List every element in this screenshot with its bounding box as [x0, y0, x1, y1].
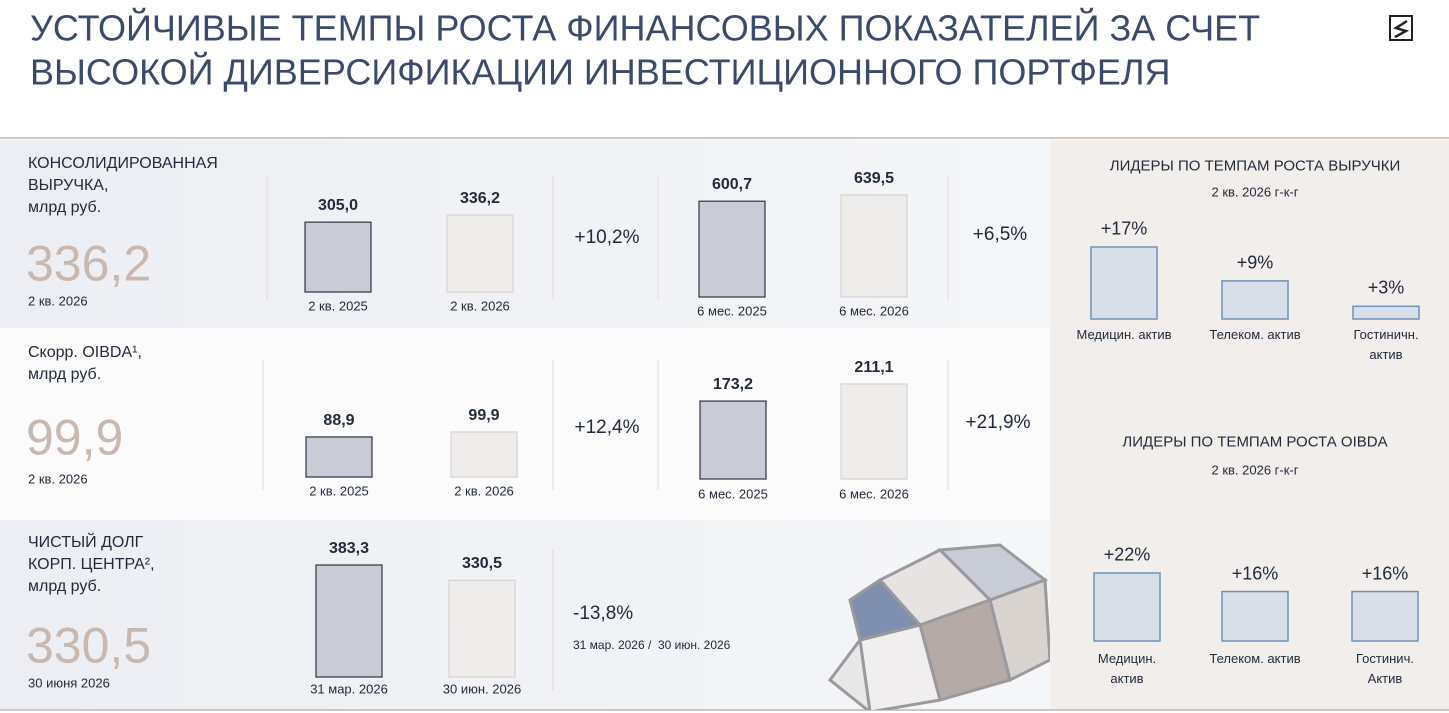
leaders-title: ЛИДЕРЫ ПО ТЕМПАМ РОСТА OIBDA [1122, 433, 1388, 451]
bar-value-label: 99,9 [468, 406, 500, 424]
metric-label: Скорр. OIBDA¹, [28, 343, 142, 361]
change-label: -13,8% [573, 603, 634, 625]
bar [450, 431, 518, 478]
bar [448, 579, 516, 678]
change-label: +21,9% [965, 412, 1031, 434]
metric-period: 2 кв. 2026 [28, 471, 88, 487]
bar-category-label: 30 июн. 2026 [442, 681, 522, 697]
bar [840, 194, 908, 298]
bar [1093, 572, 1161, 642]
metric-period: 2 кв. 2026 [28, 293, 88, 309]
bar-category-label: 6 мес. 2025 [698, 486, 768, 502]
bar-category-label: 6 мес. 2026 [839, 486, 909, 502]
bar-value-label: +16% [1361, 563, 1409, 584]
bar-value-label: 88,9 [323, 411, 355, 429]
metric-value: 336,2 [26, 235, 152, 292]
bar-value-label: +16% [1231, 563, 1279, 584]
bar [1221, 280, 1289, 320]
bar [305, 436, 373, 478]
bar-value-label: 639,5 [853, 169, 895, 187]
metric-value: 99,9 [26, 409, 124, 466]
bar-value-label: 383,3 [328, 539, 370, 557]
bar-category-label: 2 кв. 2025 [309, 483, 369, 499]
bar [315, 564, 383, 678]
bar-value-label: +9% [1236, 252, 1274, 273]
change-label: +10,2% [574, 227, 640, 249]
bar-category-label: Гостинич. Актив [1356, 651, 1414, 686]
bar-value-label: +3% [1367, 277, 1405, 298]
bar-value-label: 173,2 [712, 375, 754, 393]
bar-value-label: +17% [1100, 218, 1148, 239]
bar-category-label: Телеком. актив [1209, 651, 1301, 666]
bar [1221, 590, 1289, 642]
metric-label: млрд руб. [28, 198, 102, 216]
sphere-decoration [827, 543, 1050, 710]
metric-period: 30 июня 2026 [28, 675, 110, 691]
bar-category-label: 6 мес. 2025 [697, 303, 767, 319]
metric-label: КОРП. ЦЕНТРА², [28, 555, 155, 573]
bar-category-label: Медицин. актив [1097, 651, 1157, 686]
metric-label: млрд руб. [28, 577, 102, 595]
metric-label: ЧИСТЫЙ ДОЛГ [28, 533, 144, 551]
change-note: 31 мар. 2026 / 30 июн. 2026 [573, 638, 731, 653]
bar [840, 383, 908, 480]
bar-category-label: 2 кв. 2025 [308, 298, 368, 314]
title-line: УСТОЙЧИВЫЕ ТЕМПЫ РОСТА ФИНАНСОВЫХ ПОКАЗА… [30, 7, 1261, 49]
bar-category-label: Гостиничн. актив [1353, 327, 1419, 362]
metric-label: КОНСОЛИДИРОВАННАЯ [28, 154, 218, 172]
bar [304, 221, 372, 293]
bar-value-label: 330,5 [461, 555, 503, 573]
leaders-title: ЛИДЕРЫ ПО ТЕМПАМ РОСТА ВЫРУЧКИ [1109, 157, 1401, 175]
bar-category-label: Телеком. актив [1209, 327, 1301, 342]
bar [1352, 305, 1420, 320]
bar [1351, 590, 1419, 642]
bar-value-label: 211,1 [854, 358, 894, 376]
bar-category-label: 6 мес. 2026 [839, 303, 909, 319]
bar [1090, 246, 1158, 320]
leaders-subtitle: 2 кв. 2026 г-к-г [1211, 462, 1299, 478]
logo [1389, 15, 1413, 41]
bar [698, 200, 766, 298]
change-label: +6,5% [972, 224, 1028, 246]
bar-category-label: Медицин. актив [1076, 327, 1172, 342]
change-label: +12,4% [574, 417, 640, 439]
bar-value-label: +22% [1103, 544, 1151, 565]
bar [446, 214, 514, 293]
title-line: ВЫСОКОЙ ДИВЕРСИФИКАЦИИ ИНВЕСТИЦИОННОГО П… [30, 51, 1171, 93]
bar-category-label: 2 кв. 2026 [450, 298, 510, 314]
bar-category-label: 31 мар. 2026 [310, 681, 388, 697]
leaders-subtitle: 2 кв. 2026 г-к-г [1211, 184, 1299, 200]
bar [699, 400, 767, 480]
bar-value-label: 600,7 [711, 175, 753, 193]
metric-label: млрд руб. [28, 365, 102, 383]
metric-label: ВЫРУЧКА, [28, 176, 109, 194]
bar-value-label: 336,2 [459, 189, 501, 207]
metric-value: 330,5 [26, 617, 152, 674]
bar-category-label: 2 кв. 2026 [454, 483, 514, 499]
bar-value-label: 305,0 [317, 196, 359, 214]
separators [262, 175, 949, 690]
